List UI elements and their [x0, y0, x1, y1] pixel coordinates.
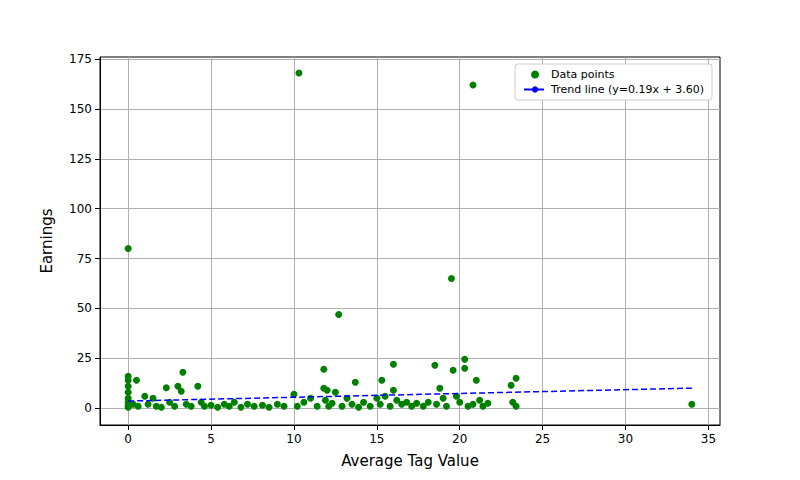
- svg-text:35: 35: [701, 432, 716, 446]
- svg-text:25: 25: [535, 432, 550, 446]
- svg-text:15: 15: [369, 432, 384, 446]
- svg-text:5: 5: [207, 432, 215, 446]
- svg-text:20: 20: [452, 432, 467, 446]
- svg-text:75: 75: [77, 252, 92, 266]
- svg-text:0: 0: [124, 432, 132, 446]
- svg-text:25: 25: [77, 351, 92, 365]
- svg-text:Average Tag Value: Average Tag Value: [341, 452, 479, 470]
- svg-text:125: 125: [69, 152, 92, 166]
- svg-text:10: 10: [286, 432, 301, 446]
- svg-text:0: 0: [84, 401, 92, 415]
- svg-text:Earnings: Earnings: [38, 208, 56, 273]
- svg-text:Data points: Data points: [551, 68, 615, 81]
- svg-text:150: 150: [69, 102, 92, 116]
- svg-text:50: 50: [77, 301, 92, 315]
- svg-text:30: 30: [618, 432, 633, 446]
- svg-text:Trend line (y=0.19x + 3.60): Trend line (y=0.19x + 3.60): [550, 83, 704, 96]
- svg-text:175: 175: [69, 52, 92, 66]
- svg-text:100: 100: [69, 202, 92, 216]
